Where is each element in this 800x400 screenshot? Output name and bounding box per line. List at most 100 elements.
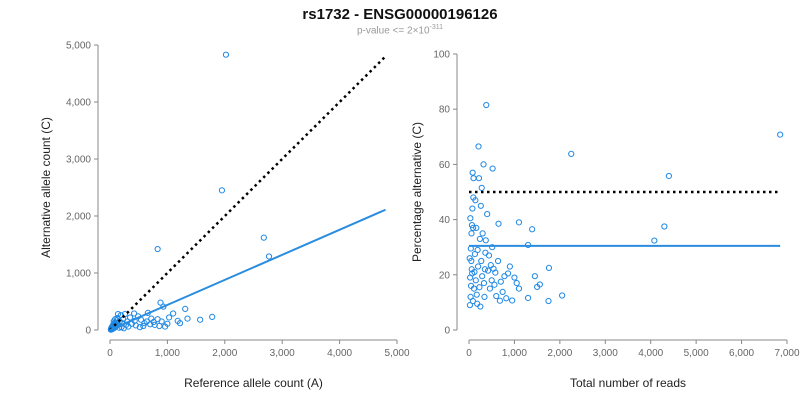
right-data-point [529,226,536,233]
right-data-point [472,277,479,284]
left-data-point [222,51,230,58]
right-data-point [484,267,492,274]
right-data-point [496,297,503,304]
left-dotted-reference-line [109,55,387,331]
chart-subtitle: p-value <= 2×10-311 [0,24,800,36]
left-y-tick-label: 2,000 [66,212,91,223]
left-data-point [131,310,138,317]
left-y-tick-label: 0 [85,326,91,337]
left-y-axis-title: Alternative allele count (C) [39,117,53,258]
subtitle-prefix: p-value <= 2×10 [356,25,430,37]
left-y-tick-label: 3,000 [66,155,91,166]
right-data-point [474,300,481,307]
right-data-point [493,292,500,300]
right-x-tick-label: 7,000 [774,348,799,359]
left-x-tick-label: 1,000 [155,348,180,359]
right-x-tick-label: 3,000 [593,348,618,359]
right-data-point [489,244,496,251]
left-data-point [114,310,122,318]
right-data-point [491,281,498,288]
right-data-point [470,194,477,201]
left-data-point [148,315,155,322]
left-data-point [218,187,226,194]
left-x-tick-label: 0 [107,348,113,359]
right-x-tick-label: 0 [466,348,472,359]
left-data-point [197,316,204,323]
right-data-point [495,220,502,227]
right-data-point [513,279,520,287]
left-data-point [182,305,189,313]
right-data-point [467,293,474,300]
right-data-point [480,279,488,287]
left-x-tick-label: 4,000 [327,348,352,359]
right-data-point [476,235,484,243]
subtitle-exponent: -311 [429,24,444,31]
right-data-point [479,273,486,280]
right-data-point [482,249,489,256]
left-y-tick-label: 1,000 [66,269,91,280]
right-data-point [503,295,510,302]
right-data-point [466,302,474,309]
left-data-point [140,322,147,330]
right-scatter-panel: 0 1,000 2,000 3,000 4,000 5,000 6,000 7,000 0 20 4… [410,50,800,391]
right-data-point [545,264,553,271]
right-x-tick-label: 5,000 [684,348,709,359]
left-x-tick-label: 5,000 [384,348,409,359]
right-data-point [478,257,485,265]
right-data-point [515,219,523,226]
left-data-point [184,315,191,322]
left-x-tick-label: 3,000 [270,348,295,359]
right-data-point [568,150,575,158]
right-data-point [474,263,482,270]
right-data-point [468,230,475,237]
left-data-point [209,313,216,320]
right-data-point [481,293,488,300]
right-data-point [524,294,532,302]
right-data-point [473,291,480,298]
left-data-point [143,318,150,325]
right-data-point [485,252,493,259]
left-x-tick-label: 2,000 [212,348,237,359]
left-data-point [154,245,161,253]
right-data-point [504,270,512,277]
right-y-tick-label: 40 [439,215,451,226]
right-y-axis-title: Percentage alternative (C) [410,122,424,262]
right-data-point [511,274,518,281]
right-data-point [483,101,490,109]
right-data-point [534,283,541,291]
right-data-point [487,262,494,269]
left-data-point [176,320,184,327]
left-data-point [260,234,267,241]
left-x-axis-title: Reference allele count (A) [184,376,323,390]
right-data-point [467,215,474,222]
right-x-tick-label: 1,000 [502,348,527,359]
right-data-point [467,282,475,289]
right-data-point [469,169,476,176]
right-data-point [467,274,474,281]
right-data-point [470,175,477,182]
right-data-point [531,273,538,280]
right-data-point [481,266,488,273]
right-data-point [509,297,516,304]
left-y-tick-label: 4,000 [66,98,91,109]
right-y-tick-label: 0 [444,326,450,337]
left-data-point [166,314,173,321]
right-data-point [661,223,668,230]
chart-title: rs1732 - ENSG00000196126 [302,6,498,23]
right-data-point [489,165,496,172]
right-data-point [469,205,476,212]
right-data-point [475,143,482,150]
right-data-point [469,224,477,231]
right-data-point [499,288,506,296]
right-data-point [545,297,552,305]
left-data-point [132,322,139,329]
right-x-tick-label: 6,000 [729,348,754,359]
right-data-point [466,255,473,262]
right-data-point [484,210,491,218]
right-data-point [478,184,485,191]
left-fit-line [109,208,386,331]
right-data-point [501,273,508,280]
right-data-point [471,251,479,258]
left-data-point [120,325,127,332]
